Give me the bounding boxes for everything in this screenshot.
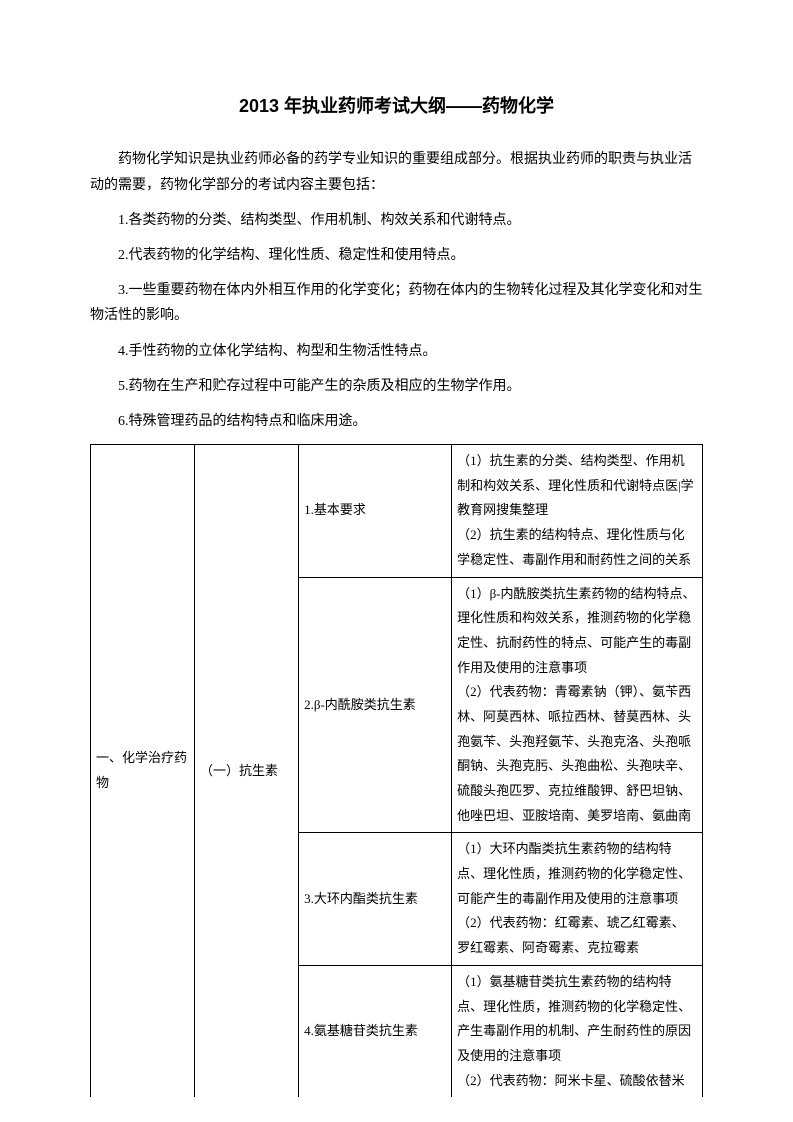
- detail-cell: （1）抗生素的分类、结构类型、作用机制和构效关系、理化性质和代谢特点医|学教育网…: [452, 445, 703, 577]
- topic-cell: 1.基本要求: [299, 445, 452, 577]
- point-4: 4.手性药物的立体化学结构、构型和生物活性特点。: [90, 339, 703, 364]
- topic-cell: 3.大环内酯类抗生素: [299, 833, 452, 965]
- topic-cell: 4.氨基糖苷类抗生素: [299, 965, 452, 1097]
- page-title: 2013 年执业药师考试大纲——药物化学: [90, 90, 703, 122]
- point-2: 2.代表药物的化学结构、理化性质、稳定性和使用特点。: [90, 243, 703, 268]
- point-6: 6.特殊管理药品的结构特点和临床用途。: [90, 409, 703, 434]
- point-5: 5.药物在生产和贮存过程中可能产生的杂质及相应的生物学作用。: [90, 374, 703, 399]
- detail-cell: （1）β-内酰胺类抗生素药物的结构特点、理化性质和构效关系，推测药物的化学稳定性…: [452, 577, 703, 833]
- detail-cell: （1）氨基糖苷类抗生素药物的结构特点、理化性质，推测药物的化学稳定性、产生毒副作…: [452, 965, 703, 1097]
- subcategory-cell: （一）抗生素: [195, 445, 299, 1098]
- detail-cell: （1）大环内酯类抗生素药物的结构特点、理化性质，推测药物的化学稳定性、可能产生的…: [452, 833, 703, 965]
- topic-cell: 2.β-内酰胺类抗生素: [299, 577, 452, 833]
- syllabus-table: 一、化学治疗药物 （一）抗生素 1.基本要求 （1）抗生素的分类、结构类型、作用…: [90, 444, 703, 1097]
- category-cell: 一、化学治疗药物: [91, 445, 195, 1098]
- point-1: 1.各类药物的分类、结构类型、作用机制、构效关系和代谢特点。: [90, 208, 703, 233]
- intro-paragraph: 药物化学知识是执业药师必备的药学专业知识的重要组成部分。根据执业药师的职责与执业…: [90, 147, 703, 197]
- table-row: 一、化学治疗药物 （一）抗生素 1.基本要求 （1）抗生素的分类、结构类型、作用…: [91, 445, 703, 577]
- point-3: 3.一些重要药物在体内外相互作用的化学变化；药物在体内的生物转化过程及其化学变化…: [90, 278, 703, 328]
